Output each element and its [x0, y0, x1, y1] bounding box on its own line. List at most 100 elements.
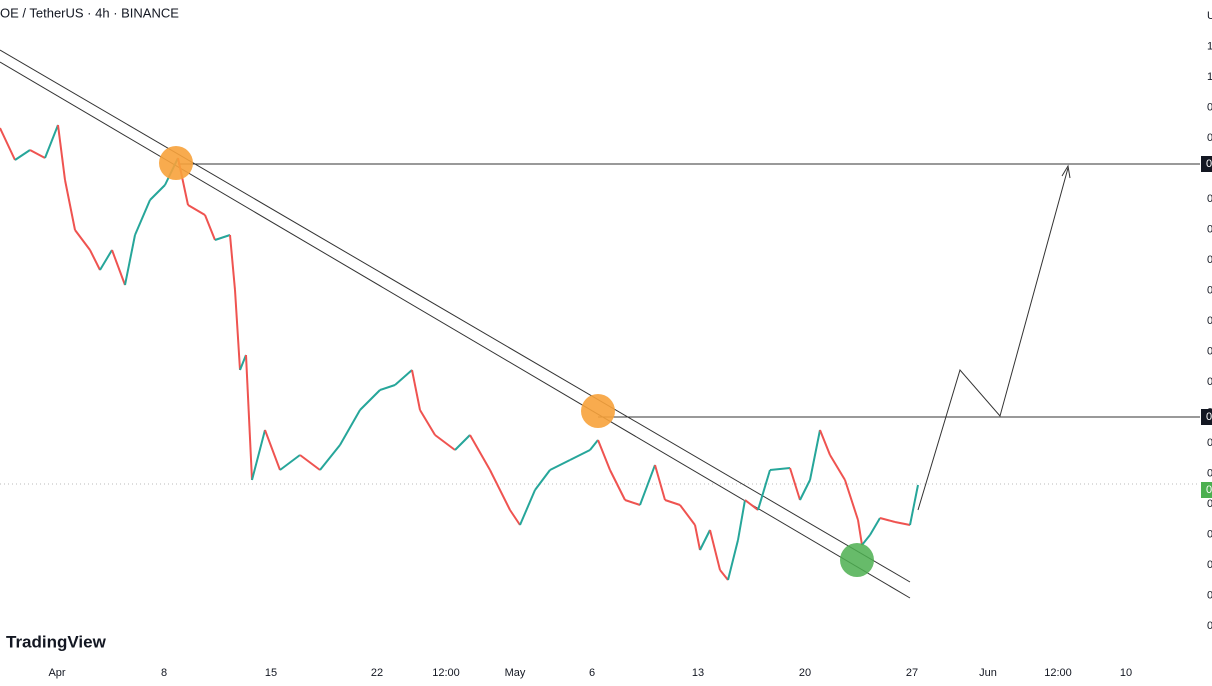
trend-line	[0, 49, 911, 583]
price-tick-label: 0	[1207, 345, 1212, 357]
price-segment	[14, 149, 31, 161]
x-tick-label: 12:00	[1044, 667, 1072, 679]
price-segment	[57, 124, 66, 181]
touch-marker	[159, 146, 193, 180]
price-segment	[44, 124, 59, 159]
symbol-header: OE / TetherUS · 4h · BINANCE	[0, 5, 179, 20]
price-tick-label: 1	[1207, 40, 1212, 52]
price-segment	[597, 439, 611, 471]
price-segment	[757, 469, 771, 511]
price-tick-label: 0	[1207, 101, 1212, 113]
price-segment	[419, 409, 436, 436]
x-tick-label: 20	[799, 667, 811, 679]
x-tick-label: 15	[265, 667, 277, 679]
price-tick-label: 0	[1207, 589, 1212, 601]
x-tick-label: 12:00	[432, 667, 460, 679]
price-segment	[411, 369, 421, 411]
price-segment	[654, 464, 666, 501]
x-tick-label: Jun	[979, 667, 997, 679]
price-segment	[434, 434, 456, 451]
price-segment	[699, 529, 711, 551]
breakout-marker	[840, 543, 874, 577]
price-segment	[489, 469, 511, 511]
price-tick-label: 0	[1207, 559, 1212, 571]
projection-path	[917, 167, 1069, 511]
price-segment	[74, 229, 91, 251]
x-tick-label: May	[505, 667, 526, 679]
price-segment	[737, 499, 746, 541]
price-segment	[359, 389, 381, 411]
price-segment	[589, 439, 599, 451]
price-segment	[379, 384, 396, 391]
x-tick-label: 6	[589, 667, 595, 679]
x-tick-label: 10	[1120, 667, 1132, 679]
projection-arrowhead	[1061, 164, 1071, 179]
x-tick-label: 13	[692, 667, 704, 679]
price-segment	[694, 524, 701, 551]
price-segment	[124, 234, 136, 286]
price-tick-label: 0	[1207, 193, 1212, 205]
price-segment	[909, 484, 919, 526]
price-tick-label: 0	[1207, 223, 1212, 235]
price-segment	[829, 454, 846, 481]
price-tick-label: 0	[1207, 284, 1212, 296]
price-tick-label: 0	[1207, 437, 1212, 449]
price-path	[0, 124, 919, 581]
price-segment	[509, 509, 521, 526]
price-segment	[869, 517, 881, 536]
watermark: TradingView	[6, 632, 107, 651]
price-segment	[239, 354, 247, 371]
price-segment	[279, 454, 301, 471]
price-tick-label: 1	[1207, 71, 1212, 83]
price-segment	[894, 521, 911, 526]
price-segment	[264, 429, 281, 471]
price-segment	[187, 204, 206, 216]
price-segment	[799, 479, 811, 501]
price-segment	[639, 464, 656, 506]
x-tick-label: 8	[161, 667, 167, 679]
price-tick-label: 0	[1207, 498, 1212, 510]
price-segment	[229, 234, 236, 291]
price-segment	[454, 434, 471, 451]
touch-marker	[581, 394, 615, 428]
price-marker-label: 0	[1206, 484, 1212, 496]
price-tick-label: U	[1207, 10, 1212, 22]
price-segment	[29, 149, 46, 159]
price-segment	[664, 499, 681, 506]
price-tick-label: 0	[1207, 315, 1212, 327]
price-tick-label: 0	[1207, 528, 1212, 540]
price-segment	[339, 409, 361, 446]
price-marker-label: 0	[1206, 158, 1212, 170]
price-segment	[299, 454, 321, 471]
price-tick-label: 0	[1207, 467, 1212, 479]
price-segment	[89, 249, 101, 271]
price-segment	[319, 444, 341, 471]
price-axis: U11000000000000000000000	[1201, 10, 1212, 632]
price-segment	[534, 469, 551, 491]
price-segment	[134, 199, 151, 236]
price-segment	[857, 519, 863, 546]
price-marker-box	[1201, 482, 1212, 498]
price-segment	[234, 289, 241, 371]
price-segment	[0, 127, 16, 161]
price-tick-label: 0	[1207, 620, 1212, 632]
price-segment	[744, 499, 759, 511]
price-marker-box	[1201, 156, 1212, 172]
price-segment	[819, 429, 831, 456]
price-segment	[679, 504, 696, 526]
price-segment	[727, 539, 739, 581]
price-segment	[149, 184, 166, 201]
price-tick-label: 0	[1207, 254, 1212, 266]
price-segment	[519, 489, 536, 526]
price-segment	[769, 467, 791, 471]
price-segment	[709, 529, 721, 571]
x-tick-label: Apr	[48, 667, 65, 679]
x-axis: Apr 8 15 22 12:00 May 6 13 20 27 Jun 12:00 10	[48, 667, 1132, 679]
price-marker-box	[1201, 409, 1212, 425]
price-segment	[214, 234, 231, 241]
price-segment	[609, 469, 626, 501]
price-segment	[879, 517, 896, 523]
